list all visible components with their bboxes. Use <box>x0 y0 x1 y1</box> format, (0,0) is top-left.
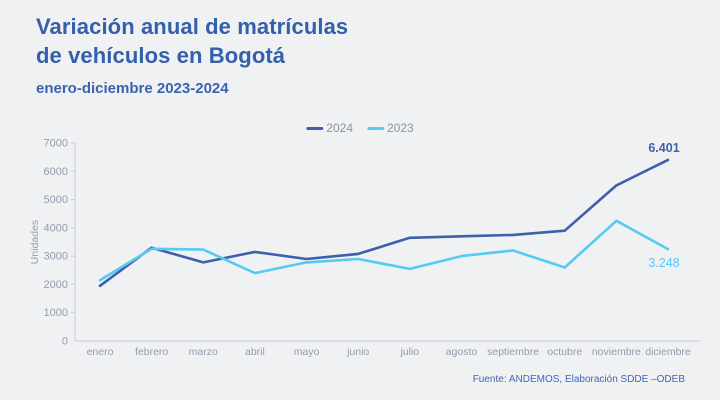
series-line-2023 <box>98 219 670 282</box>
x-tick-label-octubre: octubre <box>547 346 582 358</box>
source-note: Fuente: ANDEMOS, Elaboración SDDE –ODEB <box>472 374 685 385</box>
page-title: Variación anual de matrículas de vehícul… <box>36 12 348 70</box>
x-tick-label-enero: enero <box>87 346 114 358</box>
y-tick-label: 1000 <box>44 307 68 319</box>
annotation-2023-last-value: 3.248 <box>648 256 679 270</box>
x-tick-label-septiembre: septiembre <box>487 346 539 358</box>
legend-item-2023: 2023 <box>367 121 414 135</box>
page-subtitle: enero-diciembre 2023-2024 <box>36 80 229 97</box>
x-tick-label-marzo: marzo <box>189 346 218 358</box>
annotation-2024-last-value: 6.401 <box>648 141 679 155</box>
x-tick-label-agosto: agosto <box>446 346 478 358</box>
y-axis-title: Unidades <box>29 220 41 264</box>
legend-item-2024: 2024 <box>306 121 353 135</box>
legend-label: 2024 <box>326 121 353 135</box>
x-tick-label-diciembre: diciembre <box>645 346 691 358</box>
x-tick-label-junio: junio <box>346 346 369 358</box>
legend-swatch-2024 <box>306 126 324 130</box>
x-tick-label-abril: abril <box>245 346 265 358</box>
page-title-line2: de vehículos en Bogotá <box>36 43 286 68</box>
y-tick-label: 7000 <box>44 138 68 150</box>
y-tick-label: 2000 <box>44 279 68 291</box>
x-tick-label-mayo: mayo <box>294 346 320 358</box>
y-tick-label: 3000 <box>44 251 68 263</box>
y-tick-label: 6000 <box>44 166 68 178</box>
legend-swatch-2023 <box>367 126 384 130</box>
series-line-2024 <box>98 158 670 288</box>
y-tick-label: 4000 <box>44 222 68 234</box>
x-tick-label-julio: julio <box>399 346 419 358</box>
legend-label: 2023 <box>387 121 414 135</box>
y-tick-label: 0 <box>62 336 68 348</box>
x-tick-label-febrero: febrero <box>135 346 168 358</box>
page-title-line1: Variación anual de matrículas <box>36 14 349 39</box>
chart-legend: 2024 2023 <box>306 121 414 135</box>
x-tick-label-noviembre: noviembre <box>592 346 641 358</box>
y-tick-label: 5000 <box>44 194 68 206</box>
